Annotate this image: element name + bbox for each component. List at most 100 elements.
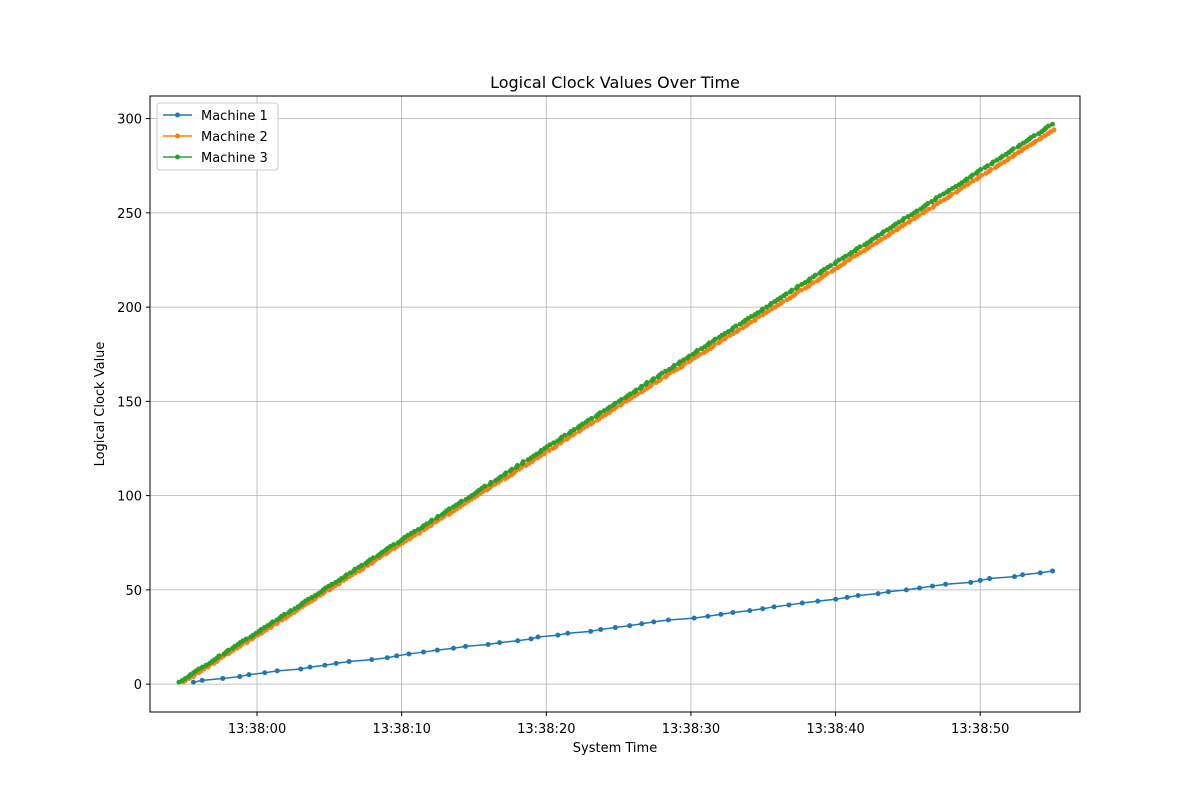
data-point (450, 645, 456, 651)
data-point (562, 432, 568, 438)
data-point (812, 272, 818, 278)
data-point (572, 430, 578, 436)
data-point (916, 212, 922, 218)
data-point (870, 242, 876, 248)
data-point (551, 440, 557, 446)
data-point (649, 381, 655, 387)
data-point (503, 470, 509, 476)
data-point (733, 323, 739, 329)
data-point (686, 353, 692, 359)
data-point (589, 415, 595, 421)
data-point (857, 244, 863, 250)
data-point (984, 163, 990, 169)
chart-title: Logical Clock Values Over Time (490, 73, 740, 92)
data-point (618, 396, 624, 402)
data-point (446, 506, 452, 512)
data-point (671, 363, 677, 369)
data-point (639, 621, 645, 627)
data-point (691, 615, 697, 621)
series-machine-3 (176, 121, 1056, 685)
data-point (1031, 133, 1037, 139)
data-point (237, 674, 243, 680)
data-point (509, 466, 515, 472)
data-point (977, 577, 983, 583)
data-point (799, 600, 805, 606)
data-point (420, 649, 426, 655)
data-point (584, 423, 590, 429)
data-point (270, 619, 276, 625)
data-point (298, 666, 304, 672)
data-point (875, 591, 881, 597)
x-axis-label: System Time (573, 741, 657, 756)
data-point (665, 617, 671, 623)
data-point (406, 651, 412, 657)
data-point (1051, 127, 1057, 133)
data-point (633, 387, 639, 393)
y-tick-label: 150 (117, 395, 142, 410)
data-point (369, 657, 375, 663)
data-point (663, 368, 669, 374)
data-point (329, 581, 335, 587)
data-point (937, 199, 943, 205)
data-point (964, 176, 970, 182)
y-axis-label: Logical Clock Value (93, 342, 108, 467)
data-point (225, 647, 231, 653)
data-point (571, 427, 577, 433)
data-point (1037, 570, 1043, 576)
data-point (485, 642, 491, 648)
data-point (697, 351, 703, 357)
data-point (842, 253, 848, 259)
data-point (497, 640, 503, 646)
x-tick-label: 13:38:20 (517, 722, 575, 737)
data-point (968, 579, 974, 585)
data-point (926, 206, 932, 212)
data-point (828, 263, 834, 269)
data-point (639, 383, 645, 389)
data-point (795, 283, 801, 289)
data-point (901, 216, 907, 222)
data-point (597, 410, 603, 416)
y-tick-label: 250 (117, 207, 142, 222)
data-point (262, 670, 268, 676)
data-point (712, 336, 718, 342)
data-point (590, 419, 596, 425)
data-point (736, 327, 742, 333)
y-tick-label: 50 (125, 584, 142, 599)
data-point (667, 370, 673, 376)
data-point (555, 632, 561, 638)
data-point (903, 587, 909, 593)
data-point (281, 611, 287, 617)
data-point (718, 611, 724, 617)
data-point (844, 594, 850, 600)
data-point (566, 434, 572, 440)
data-point (748, 314, 754, 320)
data-point (748, 319, 754, 325)
legend-label: Machine 3 (201, 151, 268, 166)
data-point (394, 653, 400, 659)
data-point (794, 289, 800, 295)
data-point (798, 287, 804, 293)
data-point (274, 668, 280, 674)
data-point (482, 483, 488, 489)
legend-label: Machine 1 (201, 109, 268, 124)
legend-entry: Machine 3 (163, 151, 268, 166)
x-tick-label: 13:38:30 (662, 722, 720, 737)
x-tick-label: 13:38:00 (228, 722, 286, 737)
data-point (603, 412, 609, 418)
data-point (344, 572, 350, 578)
data-point (518, 464, 524, 470)
data-point (760, 606, 766, 612)
data-point (681, 361, 687, 367)
data-point (1006, 155, 1012, 161)
data-point (990, 159, 996, 165)
data-point (199, 677, 205, 683)
data-point (370, 555, 376, 561)
data-point (322, 662, 328, 668)
data-point (858, 249, 864, 255)
data-point (1050, 568, 1056, 574)
data-point (885, 589, 891, 595)
data-point (711, 342, 717, 348)
data-point (855, 593, 861, 599)
plot-frame (149, 95, 1081, 713)
data-point (836, 257, 842, 263)
